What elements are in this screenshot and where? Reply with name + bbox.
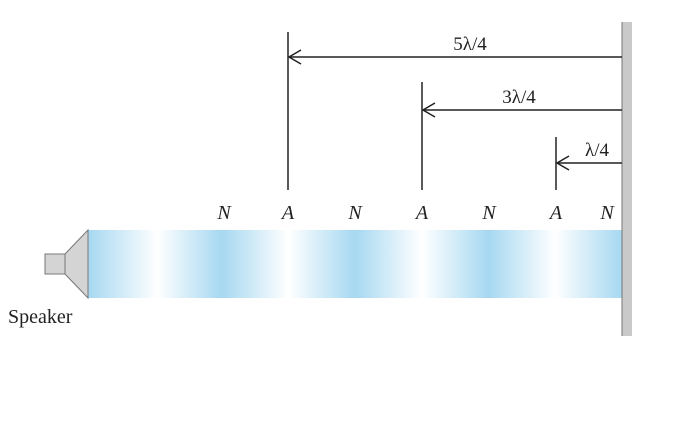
speaker-label: Speaker <box>8 306 73 328</box>
node-label: N <box>482 202 496 224</box>
dimension-label-1: λ/4 <box>585 140 609 161</box>
air-column <box>88 230 622 298</box>
node-label: N <box>217 202 231 224</box>
dimension-arrow-5 <box>287 49 622 65</box>
antinode-label: A <box>415 202 429 224</box>
dimension-label-3: 3λ/4 <box>502 87 536 108</box>
antinode-label: A <box>281 202 295 224</box>
dimension-label-5: 5λ/4 <box>453 34 487 55</box>
dimension-arrow-1 <box>555 155 622 171</box>
dimension-arrow-3 <box>421 102 622 118</box>
antinode-label: A <box>549 202 563 224</box>
node-label: N <box>600 202 614 224</box>
speaker-icon <box>44 228 89 300</box>
wall <box>622 22 632 336</box>
node-label: N <box>348 202 362 224</box>
